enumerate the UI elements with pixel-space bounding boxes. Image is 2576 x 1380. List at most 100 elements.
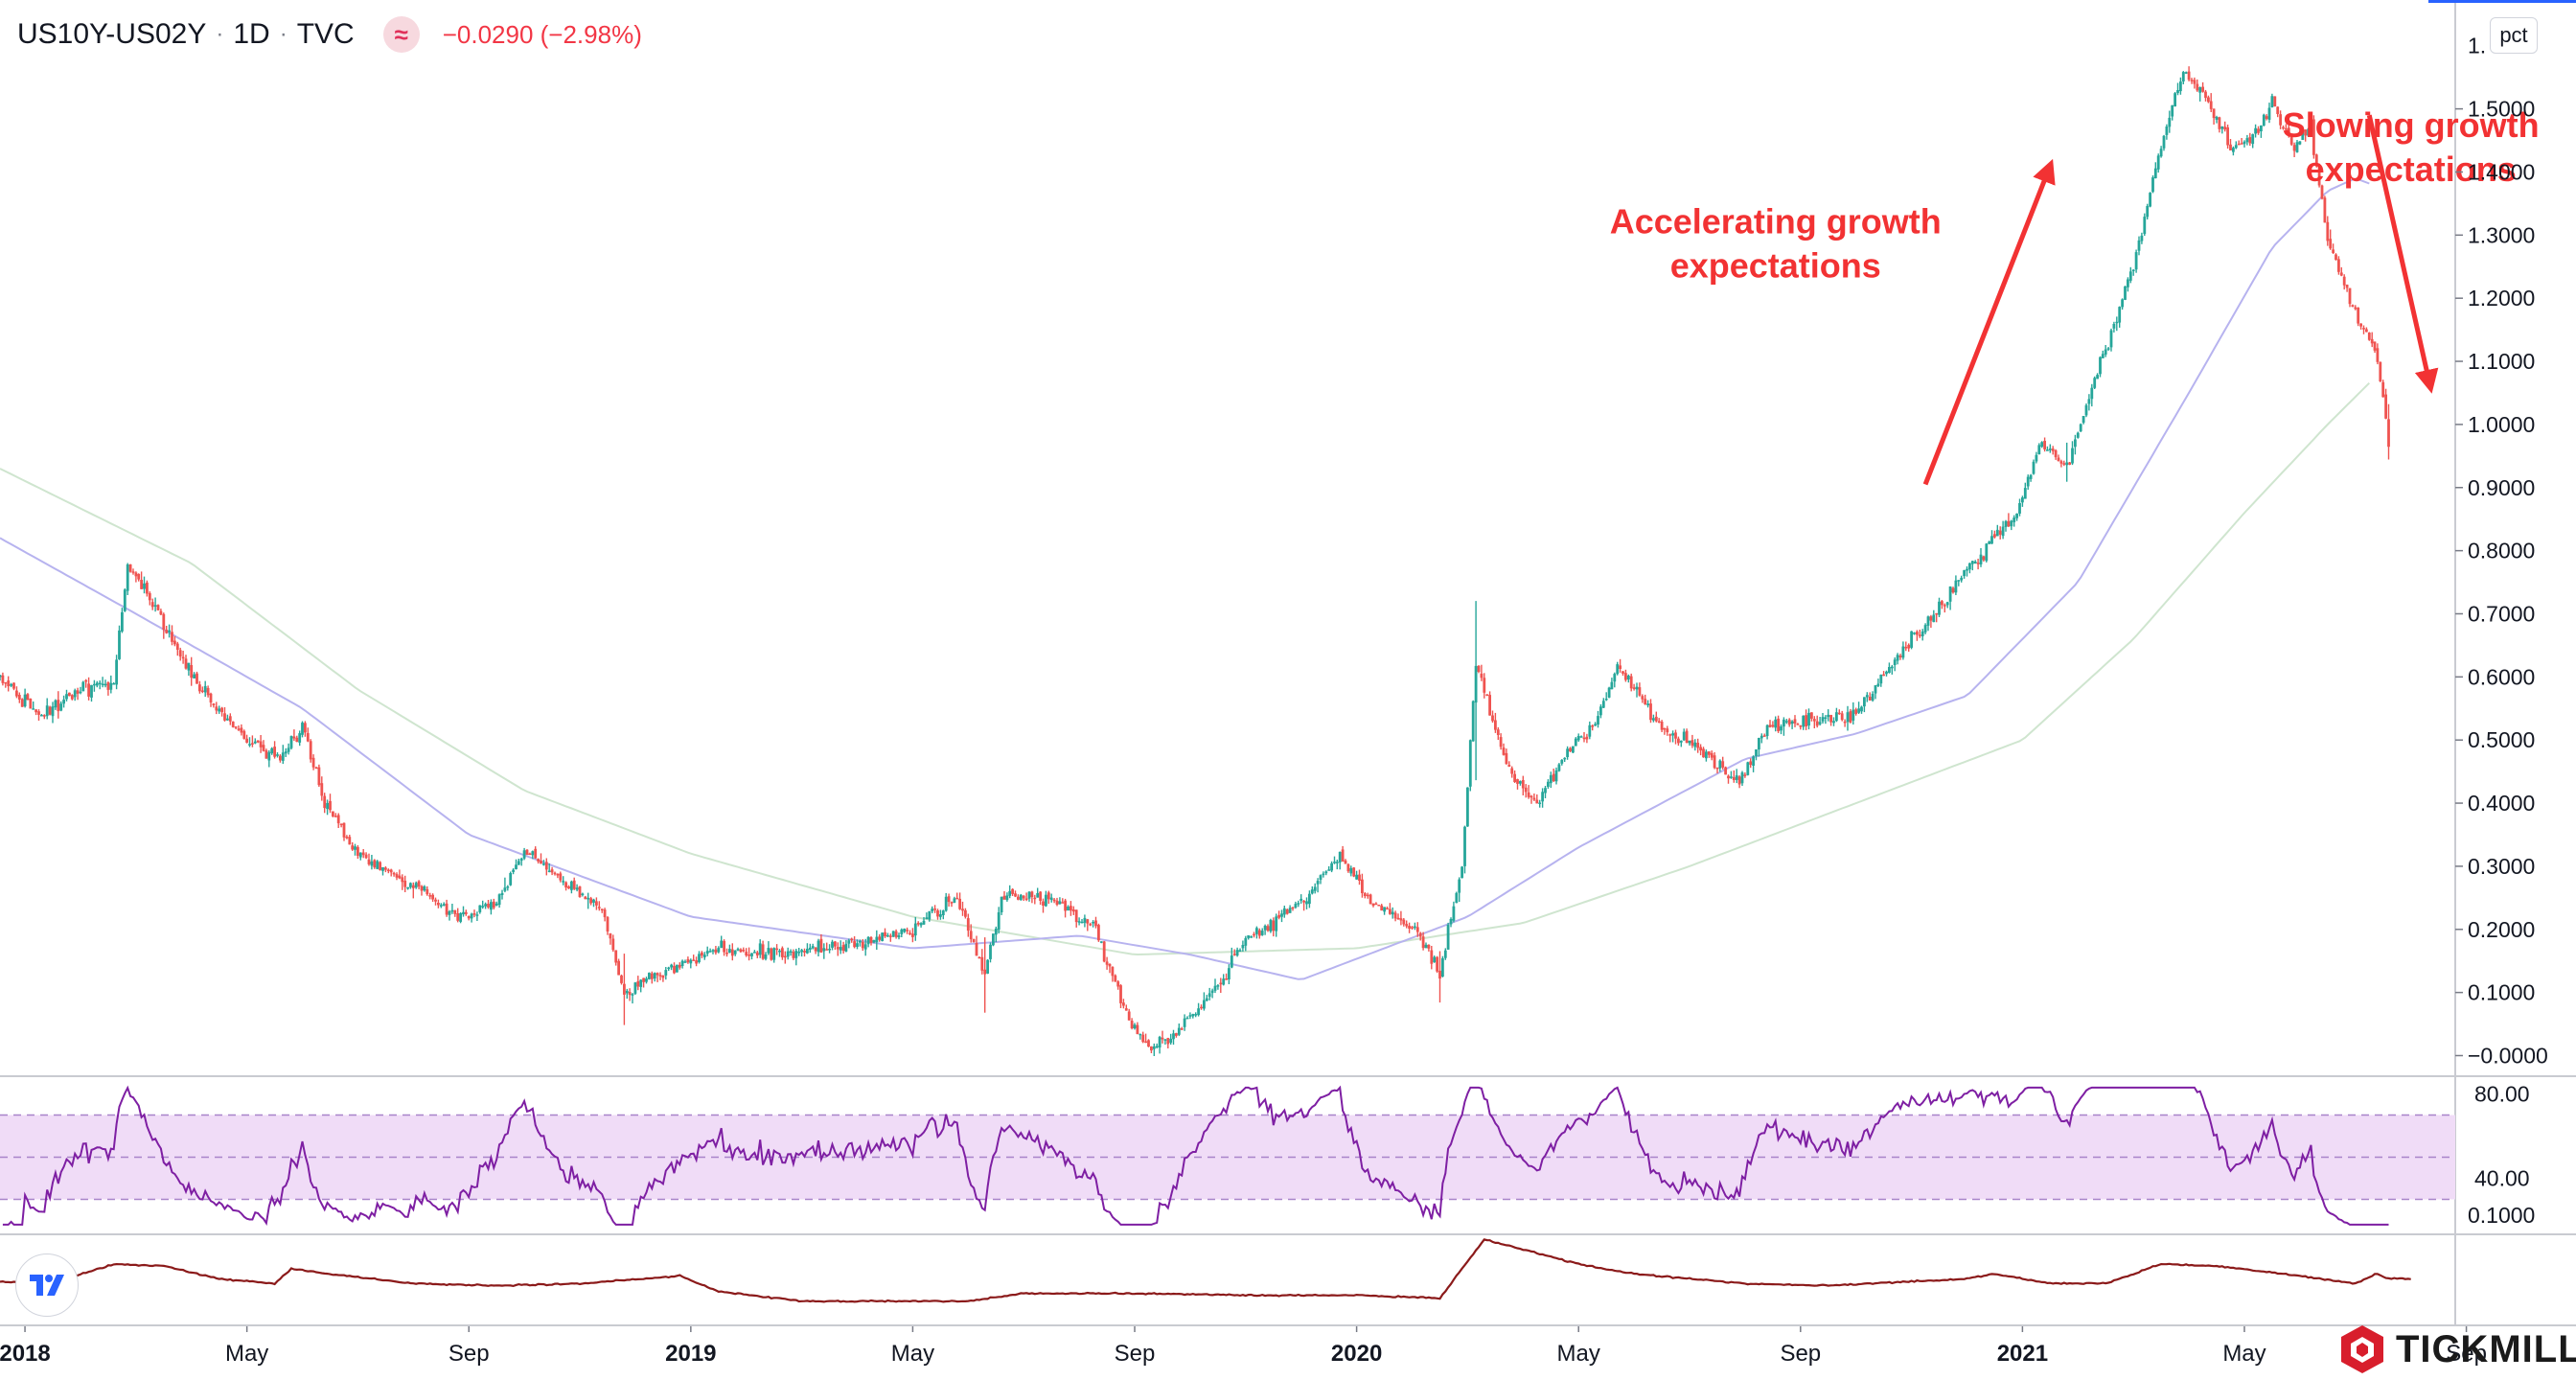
candle-body	[1045, 894, 1047, 907]
candle-body	[184, 658, 188, 669]
candle-body	[1377, 905, 1381, 907]
header-separator: ·	[279, 21, 288, 47]
candle-body	[1005, 895, 1009, 901]
candle-body	[70, 695, 74, 700]
candle-body	[1019, 894, 1023, 901]
candle-body	[2026, 476, 2030, 487]
indicator-badge-icon[interactable]: ≈	[382, 16, 420, 53]
candle-body	[1094, 920, 1097, 927]
candle-body	[2351, 305, 2355, 308]
candle-body	[1732, 776, 1736, 780]
candle-body	[237, 728, 241, 730]
candle-body	[1424, 944, 1428, 949]
candle-body	[450, 909, 454, 912]
candle-body	[4, 681, 8, 684]
candle-body	[1832, 721, 1835, 724]
candle-body	[1535, 799, 1539, 804]
candle-body	[772, 948, 776, 960]
price-tick-label: 0.9000	[2468, 475, 2535, 500]
pct-scale-button[interactable]: pct	[2490, 17, 2538, 54]
candle-body	[1724, 767, 1727, 775]
candle-body	[1316, 881, 1320, 885]
candle-body	[0, 675, 2, 678]
candle-body	[720, 940, 724, 949]
candle-body	[1787, 719, 1791, 725]
candle-body	[689, 959, 693, 964]
candle-body	[165, 630, 169, 633]
candle-body	[653, 973, 656, 979]
candle-body	[2262, 114, 2266, 126]
candle-body	[1868, 697, 1872, 701]
candle-body	[1071, 909, 1075, 912]
candle-body	[1854, 709, 1858, 714]
candle-body	[928, 910, 932, 920]
candle-body	[2257, 128, 2260, 133]
tradingview-logo-icon[interactable]	[15, 1254, 79, 1317]
candle-body	[770, 948, 773, 960]
candle-body	[311, 757, 315, 768]
candle-body	[336, 815, 340, 824]
candle-body	[42, 715, 46, 717]
candle-body	[547, 870, 551, 872]
candle-body	[389, 869, 393, 873]
candle-body	[37, 711, 40, 715]
candle-body	[1338, 851, 1342, 862]
candle-body	[93, 683, 96, 686]
candle-body	[595, 901, 598, 906]
candle-body	[373, 860, 377, 868]
candle-body	[1758, 738, 1760, 750]
candle-body	[609, 933, 612, 939]
candle-body	[1441, 957, 1444, 977]
candle-body	[1815, 721, 1819, 726]
candle-body	[2218, 117, 2221, 129]
candle-body	[1945, 602, 1949, 606]
candle-body	[869, 937, 873, 943]
candle-body	[264, 750, 268, 759]
candle-body	[384, 867, 387, 870]
candle-body	[1255, 928, 1258, 934]
candle-body	[2062, 463, 2066, 465]
candle-body	[1185, 1017, 1189, 1020]
candle-body	[2001, 526, 2005, 537]
candle-body	[1383, 907, 1386, 912]
candle-body	[401, 877, 404, 883]
candle-body	[2087, 399, 2091, 404]
candle-body	[2134, 252, 2138, 270]
candle-body	[1941, 601, 1944, 606]
price-tick-label: 0.4000	[2468, 791, 2535, 816]
candle-body	[1799, 725, 1803, 727]
candle-body	[262, 745, 265, 751]
candle-body	[1225, 978, 1228, 980]
candle-body	[342, 822, 346, 838]
candle-body	[2251, 134, 2255, 145]
candle-body	[2367, 333, 2371, 340]
candle-body	[187, 662, 191, 671]
candle-body	[2118, 307, 2122, 323]
candle-body	[1494, 720, 1497, 730]
annotation-line: expectations	[1670, 245, 1881, 285]
candle-body	[1882, 674, 1885, 677]
candle-body	[617, 960, 620, 976]
interval-label[interactable]: 1D	[233, 18, 270, 50]
candle-body	[181, 656, 185, 659]
candle-body	[783, 955, 787, 958]
symbol-name[interactable]: US10Y-US02Y	[17, 18, 207, 50]
candle-body	[2190, 80, 2194, 81]
candle-body	[534, 848, 538, 859]
candle-body	[1574, 738, 1577, 747]
candle-body	[1951, 587, 1955, 593]
candle-body	[1898, 656, 1902, 657]
candle-body	[1569, 748, 1572, 751]
candle-body	[1765, 724, 1769, 736]
candle-body	[2037, 445, 2041, 454]
candle-body	[2156, 155, 2160, 170]
candle-body	[1768, 724, 1772, 727]
candle-body	[1443, 950, 1447, 958]
candle-body	[1890, 666, 1894, 669]
candle-body	[123, 589, 126, 611]
candle-body	[1654, 716, 1658, 722]
candle-body	[844, 943, 848, 952]
candle-body	[231, 721, 235, 727]
candle-body	[2310, 119, 2312, 129]
